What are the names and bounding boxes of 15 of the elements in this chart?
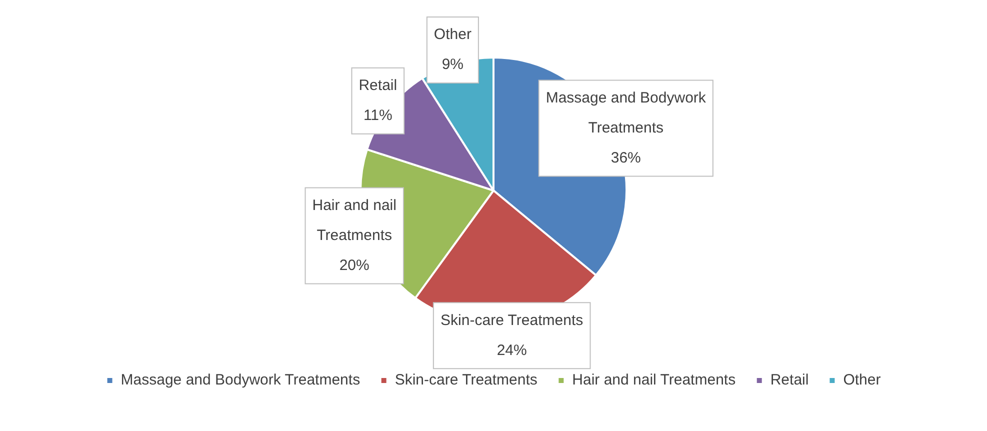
legend-label: Skin-care Treatments — [394, 372, 538, 389]
legend-label: Retail — [770, 372, 809, 389]
legend-label: Other — [843, 372, 881, 389]
data-label: 9% — [442, 56, 464, 74]
slice-label: Retail — [358, 76, 398, 94]
legend-label: Hair and nail Treatments — [572, 372, 736, 389]
data-label: 20% — [339, 256, 370, 274]
slice-label: Massage and Bodywork Treatments — [546, 89, 706, 136]
data-label: 36% — [610, 149, 641, 166]
slice-label: Other — [434, 26, 472, 44]
slice-label: Hair and nail Treatments — [312, 196, 396, 244]
data-label: 24% — [496, 342, 527, 359]
slice-label: Skin-care Treatments — [440, 312, 584, 329]
legend-label: Massage and Bodywork Treatments — [120, 372, 360, 389]
data-label: 11% — [363, 106, 392, 124]
